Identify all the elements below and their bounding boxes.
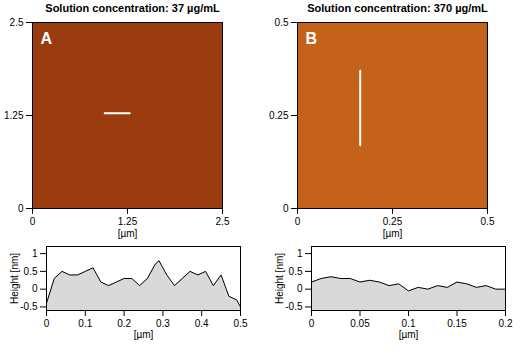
- svg-text:0: 0: [44, 318, 50, 329]
- svg-text:0.5: 0.5: [481, 216, 495, 227]
- svg-text:[µm]: [µm]: [383, 228, 403, 239]
- svg-text:0: 0: [309, 318, 315, 329]
- svg-text:2.5: 2.5: [216, 216, 230, 227]
- svg-text:[µm]: [µm]: [118, 228, 138, 239]
- svg-text:0.5: 0.5: [275, 17, 289, 28]
- svg-text:[µm]: [µm]: [399, 329, 419, 340]
- html-text:Solution concentration: 37 µg/: Solution concentration: 37 µg/mL: [45, 2, 220, 14]
- svg-text:0.4: 0.4: [195, 318, 209, 329]
- svg-text:0.5: 0.5: [24, 266, 38, 277]
- svg-text:A: A: [41, 30, 53, 47]
- svg-text:0: 0: [283, 203, 289, 214]
- svg-text:0.2: 0.2: [117, 318, 131, 329]
- svg-text:Height [nm]: Height [nm]: [274, 253, 285, 304]
- svg-text:0.5: 0.5: [289, 266, 303, 277]
- svg-text:0: 0: [30, 216, 36, 227]
- svg-text:0.25: 0.25: [269, 110, 289, 121]
- html-text:Solution concentration: 370 µg: Solution concentration: 370 µg/mL: [307, 2, 488, 14]
- svg-text:1: 1: [32, 248, 38, 259]
- svg-text:0.5: 0.5: [234, 318, 248, 329]
- svg-text:Height [nm]: Height [nm]: [9, 253, 20, 304]
- svg-text:1.25: 1.25: [4, 110, 24, 121]
- svg-text:-0.5: -0.5: [285, 301, 303, 312]
- svg-text:0: 0: [32, 283, 38, 294]
- svg-text:0.3: 0.3: [156, 318, 170, 329]
- svg-text:0.2: 0.2: [499, 318, 513, 329]
- svg-text:[µm]: [µm]: [134, 329, 154, 340]
- svg-text:-0.5: -0.5: [20, 301, 38, 312]
- svg-text:0: 0: [18, 203, 24, 214]
- svg-text:0: 0: [297, 283, 303, 294]
- svg-text:0: 0: [295, 216, 301, 227]
- svg-text:0.1: 0.1: [78, 318, 92, 329]
- svg-text:0.15: 0.15: [447, 318, 467, 329]
- svg-text:0.1: 0.1: [402, 318, 416, 329]
- svg-text:2.5: 2.5: [10, 17, 24, 28]
- svg-text:1: 1: [297, 248, 303, 259]
- svg-text:1.25: 1.25: [118, 216, 138, 227]
- svg-text:B: B: [306, 30, 318, 47]
- svg-text:0.05: 0.05: [350, 318, 370, 329]
- svg-text:0.25: 0.25: [383, 216, 403, 227]
